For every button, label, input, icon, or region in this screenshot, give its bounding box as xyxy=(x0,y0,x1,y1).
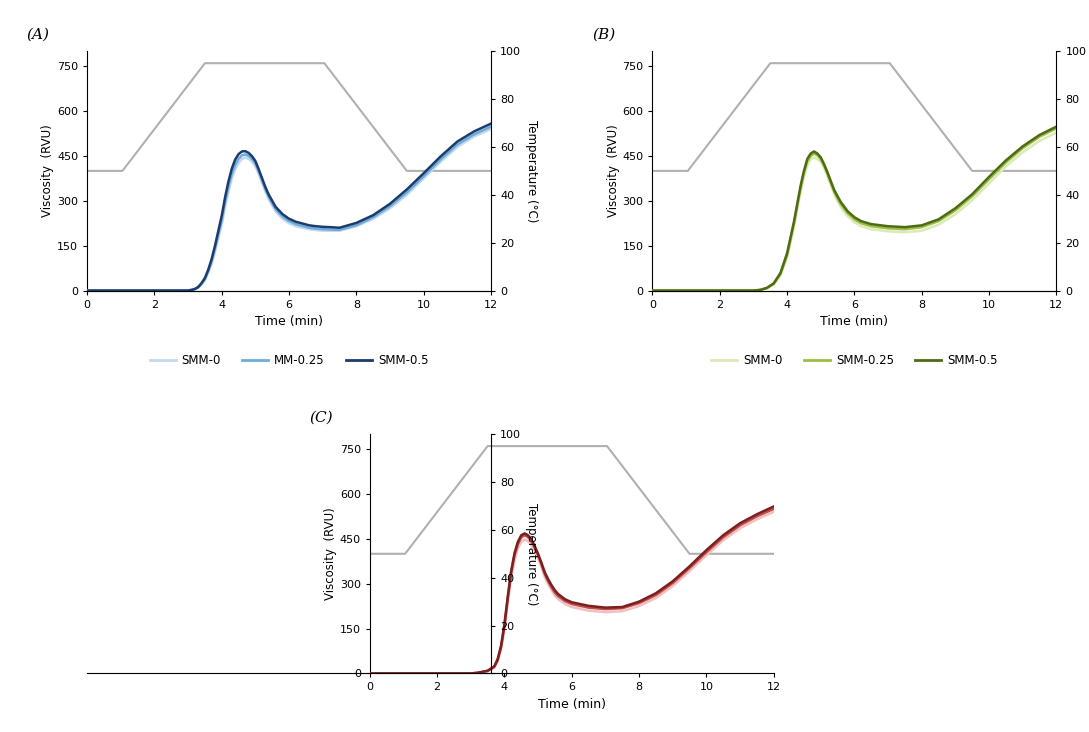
Y-axis label: Viscosity  (RVU): Viscosity (RVU) xyxy=(607,124,620,217)
X-axis label: Time (min): Time (min) xyxy=(255,698,323,711)
Legend: SMM-0, MM-0.25, SMM-0.5: SMM-0, MM-0.25, SMM-0.5 xyxy=(145,349,433,372)
X-axis label: Time (min): Time (min) xyxy=(820,315,889,328)
Y-axis label: Temperature (°C): Temperature (°C) xyxy=(525,120,538,222)
Y-axis label: Viscosity  (RVU): Viscosity (RVU) xyxy=(323,507,337,600)
Y-axis label: Viscosity  (RVU): Viscosity (RVU) xyxy=(41,124,54,217)
Text: (B): (B) xyxy=(592,27,615,41)
Legend: SMM-0, SMM-0.25, SMM-0.5: SMM-0, SMM-0.25, SMM-0.5 xyxy=(707,349,1002,372)
Text: (A): (A) xyxy=(26,27,49,41)
Y-axis label: Temperature (°C): Temperature (°C) xyxy=(525,503,538,605)
X-axis label: Time (min): Time (min) xyxy=(255,315,323,328)
Text: (C): (C) xyxy=(26,410,50,425)
